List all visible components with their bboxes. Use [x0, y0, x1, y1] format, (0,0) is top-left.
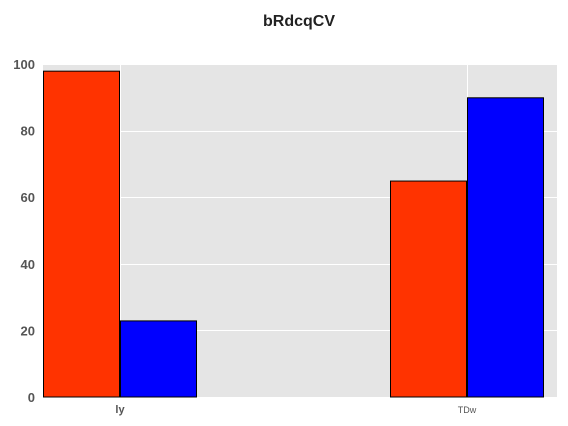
x-tick-label-TDw: TDw: [458, 405, 477, 415]
y-tick-label-80: 80: [21, 124, 35, 139]
x-axis-ticks: ly TDw: [115, 404, 476, 416]
y-tick-label-40: 40: [21, 257, 35, 272]
y-tick-label-60: 60: [21, 190, 35, 205]
y-tick-label-0: 0: [28, 390, 35, 405]
bar-series-1-TDw: [390, 180, 467, 398]
chart-title: bRdcqCV: [263, 13, 335, 30]
bar-series-1-ly: [43, 70, 120, 398]
y-tick-label-20: 20: [21, 323, 35, 338]
bar-series-2-ly: [120, 320, 197, 398]
bars: [43, 70, 544, 398]
y-axis-ticks: 0 20 40 60 80 100: [13, 57, 35, 405]
y-tick-label-100: 100: [13, 57, 35, 72]
x-tick-label-ly: ly: [115, 404, 125, 416]
bar-series-2-TDw: [467, 97, 544, 398]
